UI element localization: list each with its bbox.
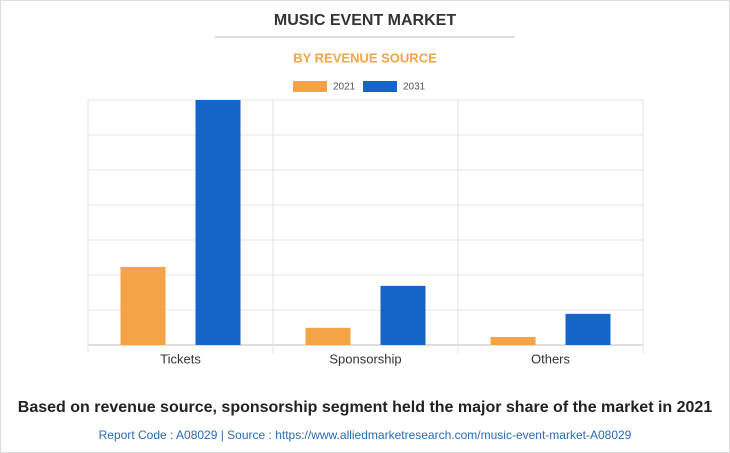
x-tick-label: Tickets	[160, 351, 201, 366]
x-tick-label: Sponsorship	[329, 351, 401, 366]
bar	[120, 266, 166, 345]
x-tick-label: Others	[531, 351, 571, 366]
caption: Based on revenue source, sponsorship seg…	[18, 399, 713, 416]
bar	[305, 327, 351, 345]
legend-label: 2031	[403, 82, 426, 93]
legend-label: 2021	[333, 82, 356, 93]
source: Report Code : A08029 | Source : https://…	[99, 428, 632, 442]
legend-swatch	[363, 81, 397, 92]
bar	[490, 336, 536, 345]
chart-subtitle: BY REVENUE SOURCE	[293, 50, 437, 65]
legend-swatch	[293, 81, 327, 92]
bar	[565, 313, 611, 345]
chart-title: MUSIC EVENT MARKET	[274, 12, 456, 29]
bar	[195, 100, 241, 345]
bar	[380, 285, 426, 345]
